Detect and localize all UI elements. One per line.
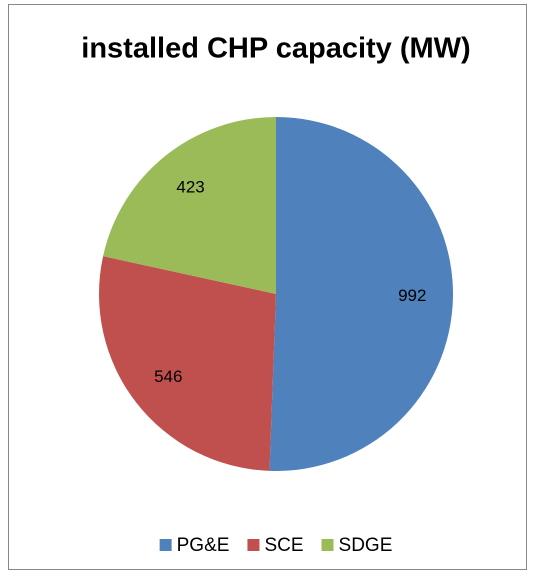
pie-slice: [103, 117, 276, 294]
legend-swatch: [159, 539, 172, 551]
data-label: 992: [398, 286, 426, 305]
legend-swatch: [321, 539, 334, 551]
pie-slice: [269, 117, 454, 472]
data-label: 546: [154, 367, 182, 386]
legend-label: SDGE: [339, 535, 393, 556]
chart-title: installed CHP capacity (MW): [81, 33, 470, 65]
legend-label: SCE: [264, 535, 303, 556]
pie-slice: [99, 256, 276, 471]
legend-swatch: [247, 539, 260, 551]
legend-label: PG&E: [177, 535, 230, 556]
data-label: 423: [176, 177, 204, 196]
